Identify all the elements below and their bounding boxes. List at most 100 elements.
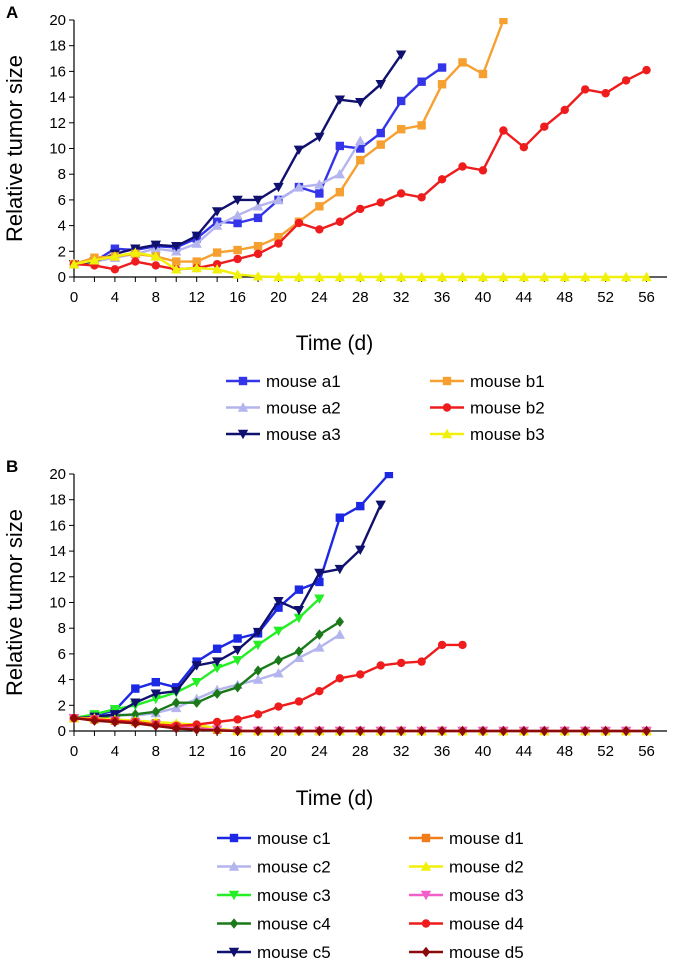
data-point bbox=[273, 626, 284, 636]
y-axis-label: Relative tumor size bbox=[2, 55, 27, 242]
y-tick-label: 12 bbox=[49, 115, 66, 132]
data-point bbox=[294, 646, 304, 657]
data-point bbox=[642, 65, 651, 75]
legend: mouse a1 mouse a2 mouse a3 mouse b1 mouse b2… bbox=[226, 372, 545, 444]
legend-swatch-marker bbox=[238, 376, 248, 386]
y-tick-label: 0 bbox=[58, 723, 66, 740]
data-point bbox=[252, 627, 264, 638]
data-point bbox=[253, 725, 263, 737]
data-point bbox=[150, 694, 161, 705]
x-tick-label: 40 bbox=[475, 289, 492, 306]
y-tick-label: 10 bbox=[49, 141, 66, 158]
data-point bbox=[335, 513, 345, 522]
data-point bbox=[498, 271, 509, 282]
data-point bbox=[384, 472, 394, 479]
data-point bbox=[601, 89, 610, 98]
series-mouse-a1 bbox=[69, 63, 447, 269]
data-point bbox=[457, 271, 468, 282]
data-point bbox=[376, 128, 385, 138]
data-point bbox=[518, 271, 530, 282]
data-point bbox=[293, 613, 305, 624]
data-point bbox=[252, 640, 264, 651]
data-point bbox=[293, 145, 305, 155]
legend-item: mouse a2 bbox=[226, 399, 341, 418]
y-axis-label: Relative tumor size bbox=[2, 509, 27, 696]
legend-swatch-marker bbox=[421, 833, 431, 843]
data-point bbox=[356, 725, 365, 737]
data-point bbox=[211, 264, 223, 274]
data-point bbox=[335, 616, 345, 627]
legend-label: mouse c4 bbox=[257, 915, 331, 934]
data-point bbox=[315, 725, 324, 737]
panel-label: B bbox=[6, 457, 18, 476]
series-mouse-c4 bbox=[69, 616, 345, 724]
x-tick-label: 0 bbox=[70, 289, 78, 306]
y-tick-label: 4 bbox=[58, 218, 66, 235]
x-tick-label: 16 bbox=[229, 289, 246, 306]
data-point bbox=[314, 568, 325, 579]
legend-item: mouse c4 bbox=[217, 915, 331, 934]
legend-item: mouse d1 bbox=[409, 829, 524, 848]
data-point bbox=[273, 597, 284, 607]
data-point bbox=[356, 670, 365, 679]
data-point bbox=[192, 724, 201, 735]
data-point bbox=[212, 725, 222, 736]
data-point bbox=[621, 725, 631, 737]
data-point bbox=[334, 564, 346, 575]
data-point bbox=[376, 140, 385, 149]
x-tick-label: 8 bbox=[152, 743, 160, 760]
data-point bbox=[294, 725, 304, 737]
x-tick-label: 52 bbox=[597, 289, 614, 306]
data-point bbox=[376, 661, 385, 670]
x-tick-label: 32 bbox=[393, 289, 410, 306]
data-point bbox=[477, 271, 489, 282]
data-point bbox=[171, 241, 182, 252]
data-point bbox=[293, 652, 305, 662]
x-tick-label: 12 bbox=[188, 743, 205, 760]
y-tick-label: 4 bbox=[58, 672, 66, 689]
legend-item: mouse a1 bbox=[226, 372, 341, 391]
data-point bbox=[417, 121, 426, 130]
data-point bbox=[212, 248, 222, 257]
data-point bbox=[436, 271, 448, 282]
data-point bbox=[620, 271, 632, 282]
data-point bbox=[356, 501, 365, 511]
data-point bbox=[274, 702, 283, 711]
data-point bbox=[252, 201, 264, 211]
legend-item: mouse b2 bbox=[430, 399, 545, 418]
series-mouse-b1 bbox=[69, 18, 508, 269]
data-point bbox=[172, 723, 181, 734]
x-tick-label: 52 bbox=[597, 743, 614, 760]
data-point bbox=[172, 257, 181, 266]
data-point bbox=[395, 271, 407, 282]
data-point bbox=[191, 231, 202, 242]
data-point bbox=[294, 585, 304, 594]
data-point bbox=[519, 143, 529, 152]
x-tick-label: 40 bbox=[475, 743, 492, 760]
series-line bbox=[73, 19, 505, 266]
data-point bbox=[293, 606, 305, 616]
legend-item: mouse d3 bbox=[409, 886, 524, 905]
y-tick-label: 18 bbox=[49, 492, 66, 509]
legend-item: mouse d2 bbox=[409, 858, 524, 877]
y-tick-label: 18 bbox=[49, 38, 66, 55]
data-point bbox=[315, 225, 324, 234]
data-point bbox=[396, 125, 406, 134]
y-tick-label: 12 bbox=[49, 569, 66, 586]
x-tick-label: 44 bbox=[516, 289, 533, 306]
data-point bbox=[211, 207, 223, 217]
data-point bbox=[233, 634, 242, 643]
data-point bbox=[109, 251, 121, 261]
series-line bbox=[73, 54, 403, 266]
data-point bbox=[540, 725, 549, 737]
data-point bbox=[90, 715, 99, 726]
data-point bbox=[396, 725, 406, 737]
data-point bbox=[211, 663, 223, 674]
legend-label: mouse b1 bbox=[470, 372, 545, 391]
panel-label: A bbox=[6, 3, 18, 22]
data-point bbox=[437, 725, 447, 737]
x-tick-label: 56 bbox=[638, 289, 655, 306]
data-point bbox=[335, 725, 345, 737]
x-tick-label: 28 bbox=[352, 289, 369, 306]
legend-label: mouse c2 bbox=[257, 858, 331, 877]
